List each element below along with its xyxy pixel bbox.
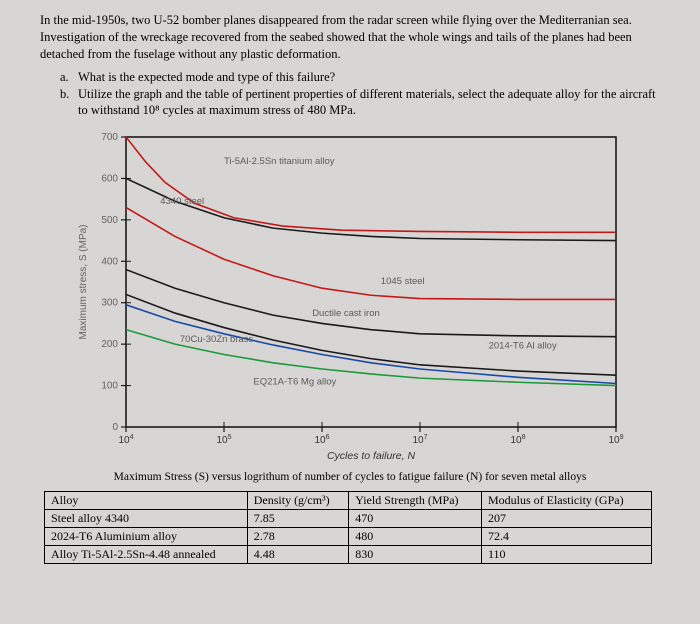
item-b-text: Utilize the graph and the table of perti… [78, 86, 660, 120]
svg-text:0: 0 [112, 422, 118, 433]
svg-text:70Cu-30Zn brass: 70Cu-30Zn brass [180, 334, 254, 345]
svg-text:Cycles to failure, N: Cycles to failure, N [327, 450, 416, 462]
properties-table: AlloyDensity (g/cm³)Yield Strength (MPa)… [44, 491, 652, 564]
svg-text:Maximum stress, S (MPa): Maximum stress, S (MPa) [78, 225, 89, 340]
table-header: Density (g/cm³) [247, 492, 348, 510]
table-cell: 4.48 [247, 546, 348, 564]
table-cell: Alloy Ti-5Al-2.5Sn-4.48 annealed [45, 546, 248, 564]
table-header: Modulus of Elasticity (GPa) [481, 492, 651, 510]
table-row: Alloy Ti-5Al-2.5Sn-4.48 annealed4.488301… [45, 546, 652, 564]
svg-text:600: 600 [101, 174, 118, 185]
svg-text:EQ21A-T6 Mg alloy: EQ21A-T6 Mg alloy [253, 377, 336, 388]
table-cell: Steel alloy 4340 [45, 510, 248, 528]
problem-intro: In the mid-1950s, two U-52 bomber planes… [40, 12, 660, 63]
table-cell: 2024-T6 Aluminium alloy [45, 528, 248, 546]
sn-chart-svg: 1002003004005006007000104105106107108109… [70, 127, 630, 467]
item-a-text: What is the expected mode and type of th… [78, 69, 335, 86]
svg-text:100: 100 [101, 381, 118, 392]
item-a-label: a. [60, 69, 78, 86]
table-cell: 470 [349, 510, 482, 528]
table-cell: 207 [481, 510, 651, 528]
svg-text:4340 steel: 4340 steel [160, 196, 204, 207]
svg-text:200: 200 [101, 339, 118, 350]
svg-text:400: 400 [101, 257, 118, 268]
table-cell: 830 [349, 546, 482, 564]
table-row: 2024-T6 Aluminium alloy2.7848072.4 [45, 528, 652, 546]
sn-chart: 1002003004005006007000104105106107108109… [70, 127, 630, 467]
table-cell: 110 [481, 546, 651, 564]
table-row: Steel alloy 43407.85470207 [45, 510, 652, 528]
table-header: Alloy [45, 492, 248, 510]
svg-text:Ti-5Al-2.5Sn titanium alloy: Ti-5Al-2.5Sn titanium alloy [224, 156, 335, 167]
item-b-label: b. [60, 86, 78, 120]
problem-subitems: a. What is the expected mode and type of… [60, 69, 660, 120]
svg-text:Ductile cast iron: Ductile cast iron [312, 308, 380, 319]
svg-text:1045 steel: 1045 steel [381, 276, 425, 287]
svg-text:300: 300 [101, 298, 118, 309]
table-cell: 72.4 [481, 528, 651, 546]
svg-text:2014-T6 Al alloy: 2014-T6 Al alloy [489, 341, 557, 352]
svg-text:500: 500 [101, 215, 118, 226]
svg-text:700: 700 [101, 132, 118, 143]
table-cell: 7.85 [247, 510, 348, 528]
table-header: Yield Strength (MPa) [349, 492, 482, 510]
table-cell: 480 [349, 528, 482, 546]
table-cell: 2.78 [247, 528, 348, 546]
chart-caption: Maximum Stress (S) versus logrithum of n… [70, 471, 630, 483]
